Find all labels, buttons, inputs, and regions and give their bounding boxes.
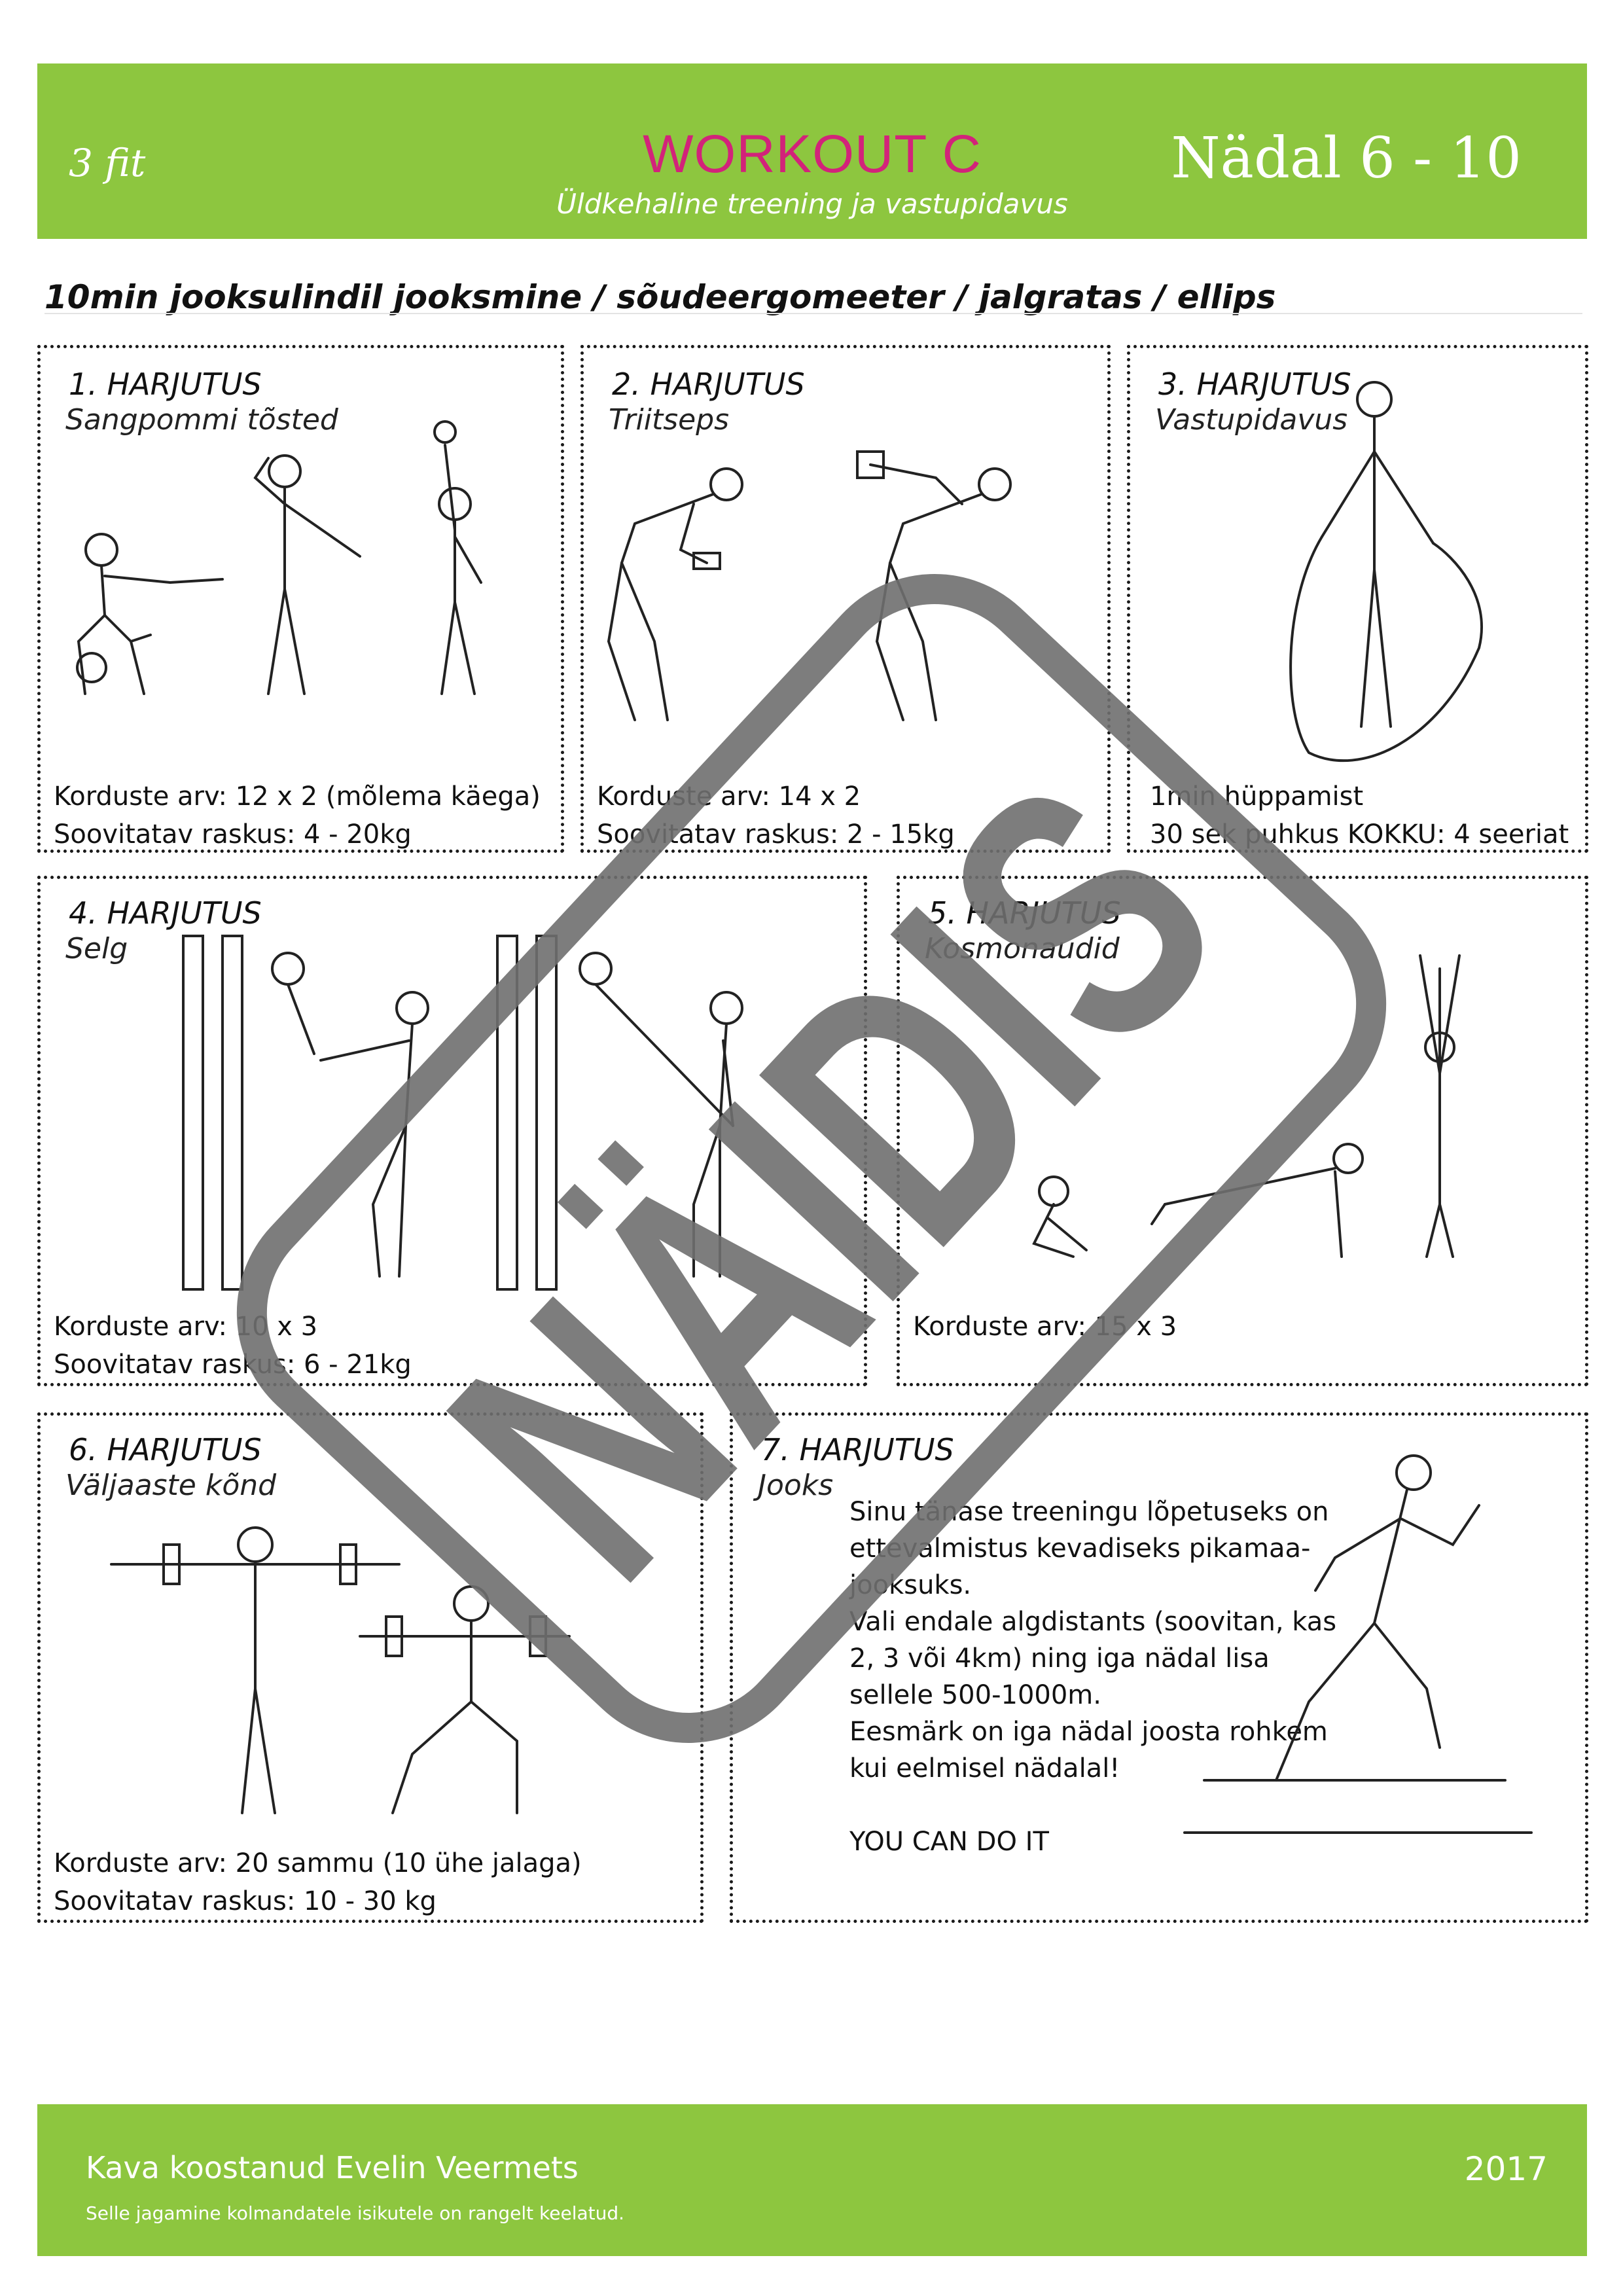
exercise-2-name: Triitseps — [609, 403, 730, 437]
warmup-instruction: 10min jooksulindil jooksmine / sõudeergo… — [45, 278, 1276, 316]
exercise-1-name: Sangpommi tõsted — [65, 403, 338, 437]
exercise-2-number: 2. HARJUTUS — [612, 367, 805, 402]
exercise-4-weight: Soovitatav raskus: 6 - 21kg — [54, 1350, 412, 1380]
runner-illustration — [1183, 1454, 1533, 1834]
footer-year: 2017 — [1464, 2150, 1548, 2188]
burpee-illustration — [1032, 954, 1461, 1258]
exercise-4-reps: Korduste arv: 10 x 3 — [54, 1312, 318, 1342]
exercise-2-weight: Soovitatav raskus: 2 - 15kg — [597, 819, 955, 850]
jump-rope-illustration — [1289, 381, 1483, 762]
footer-copyright-note: Selle jagamine kolmandatele isikutele on… — [86, 2202, 625, 2224]
exercise-3-name: Vastupidavus — [1155, 403, 1348, 437]
footer-author: Kava koostanud Evelin Veermets — [86, 2150, 579, 2185]
week-range: Nädal 6 - 10 — [1171, 126, 1522, 191]
header-banner: 3 fit WORKOUT C Üldkehaline treening ja … — [37, 63, 1587, 239]
running-motivation: YOU CAN DO IT — [849, 1827, 1049, 1857]
exercise-5-number: 5. HARJUTUS — [928, 895, 1121, 931]
exercise-3-number: 3. HARJUTUS — [1158, 367, 1351, 402]
exercise-1-reps: Korduste arv: 12 x 2 (mõlema käega) — [54, 781, 541, 812]
exercise-7-number: 7. HARJUTUS — [761, 1432, 954, 1467]
exercise-3-rest: 30 sek puhkus KOKKU: 4 seeriat — [1150, 819, 1569, 850]
warmup-divider — [45, 313, 1582, 314]
exercise-6-number: 6. HARJUTUS — [69, 1432, 262, 1467]
triceps-kickback-illustration — [607, 450, 1012, 721]
footer-banner: Kava koostanud Evelin Veermets Selle jag… — [37, 2104, 1587, 2256]
kettlebell-swing-illustration — [76, 420, 482, 695]
cable-row-illustration — [182, 935, 743, 1291]
workout-title: WORKOUT C — [643, 124, 982, 184]
exercise-4-name: Selg — [65, 932, 128, 965]
workout-subtitle: Üldkehaline treening ja vastupidavus — [556, 188, 1068, 220]
exercise-3-duration: 1min hüppamist — [1150, 781, 1364, 812]
exercise-4-number: 4. HARJUTUS — [69, 895, 262, 931]
barbell-lunge-illustration — [110, 1526, 571, 1814]
exercise-1-number: 1. HARJUTUS — [69, 367, 262, 402]
exercise-6-name: Väljaaste kõnd — [65, 1469, 277, 1502]
exercise-2-reps: Korduste arv: 14 x 2 — [597, 781, 861, 812]
exercise-7-name: Jooks — [758, 1469, 834, 1502]
brand-logo: 3 fit — [69, 141, 146, 185]
exercise-1-weight: Soovitatav raskus: 4 - 20kg — [54, 819, 412, 850]
exercise-6-reps: Korduste arv: 20 sammu (10 ühe jalaga) — [54, 1848, 582, 1878]
exercise-6-weight: Soovitatav raskus: 10 - 30 kg — [54, 1886, 437, 1916]
exercise-5-reps: Korduste arv: 15 x 3 — [913, 1312, 1177, 1342]
